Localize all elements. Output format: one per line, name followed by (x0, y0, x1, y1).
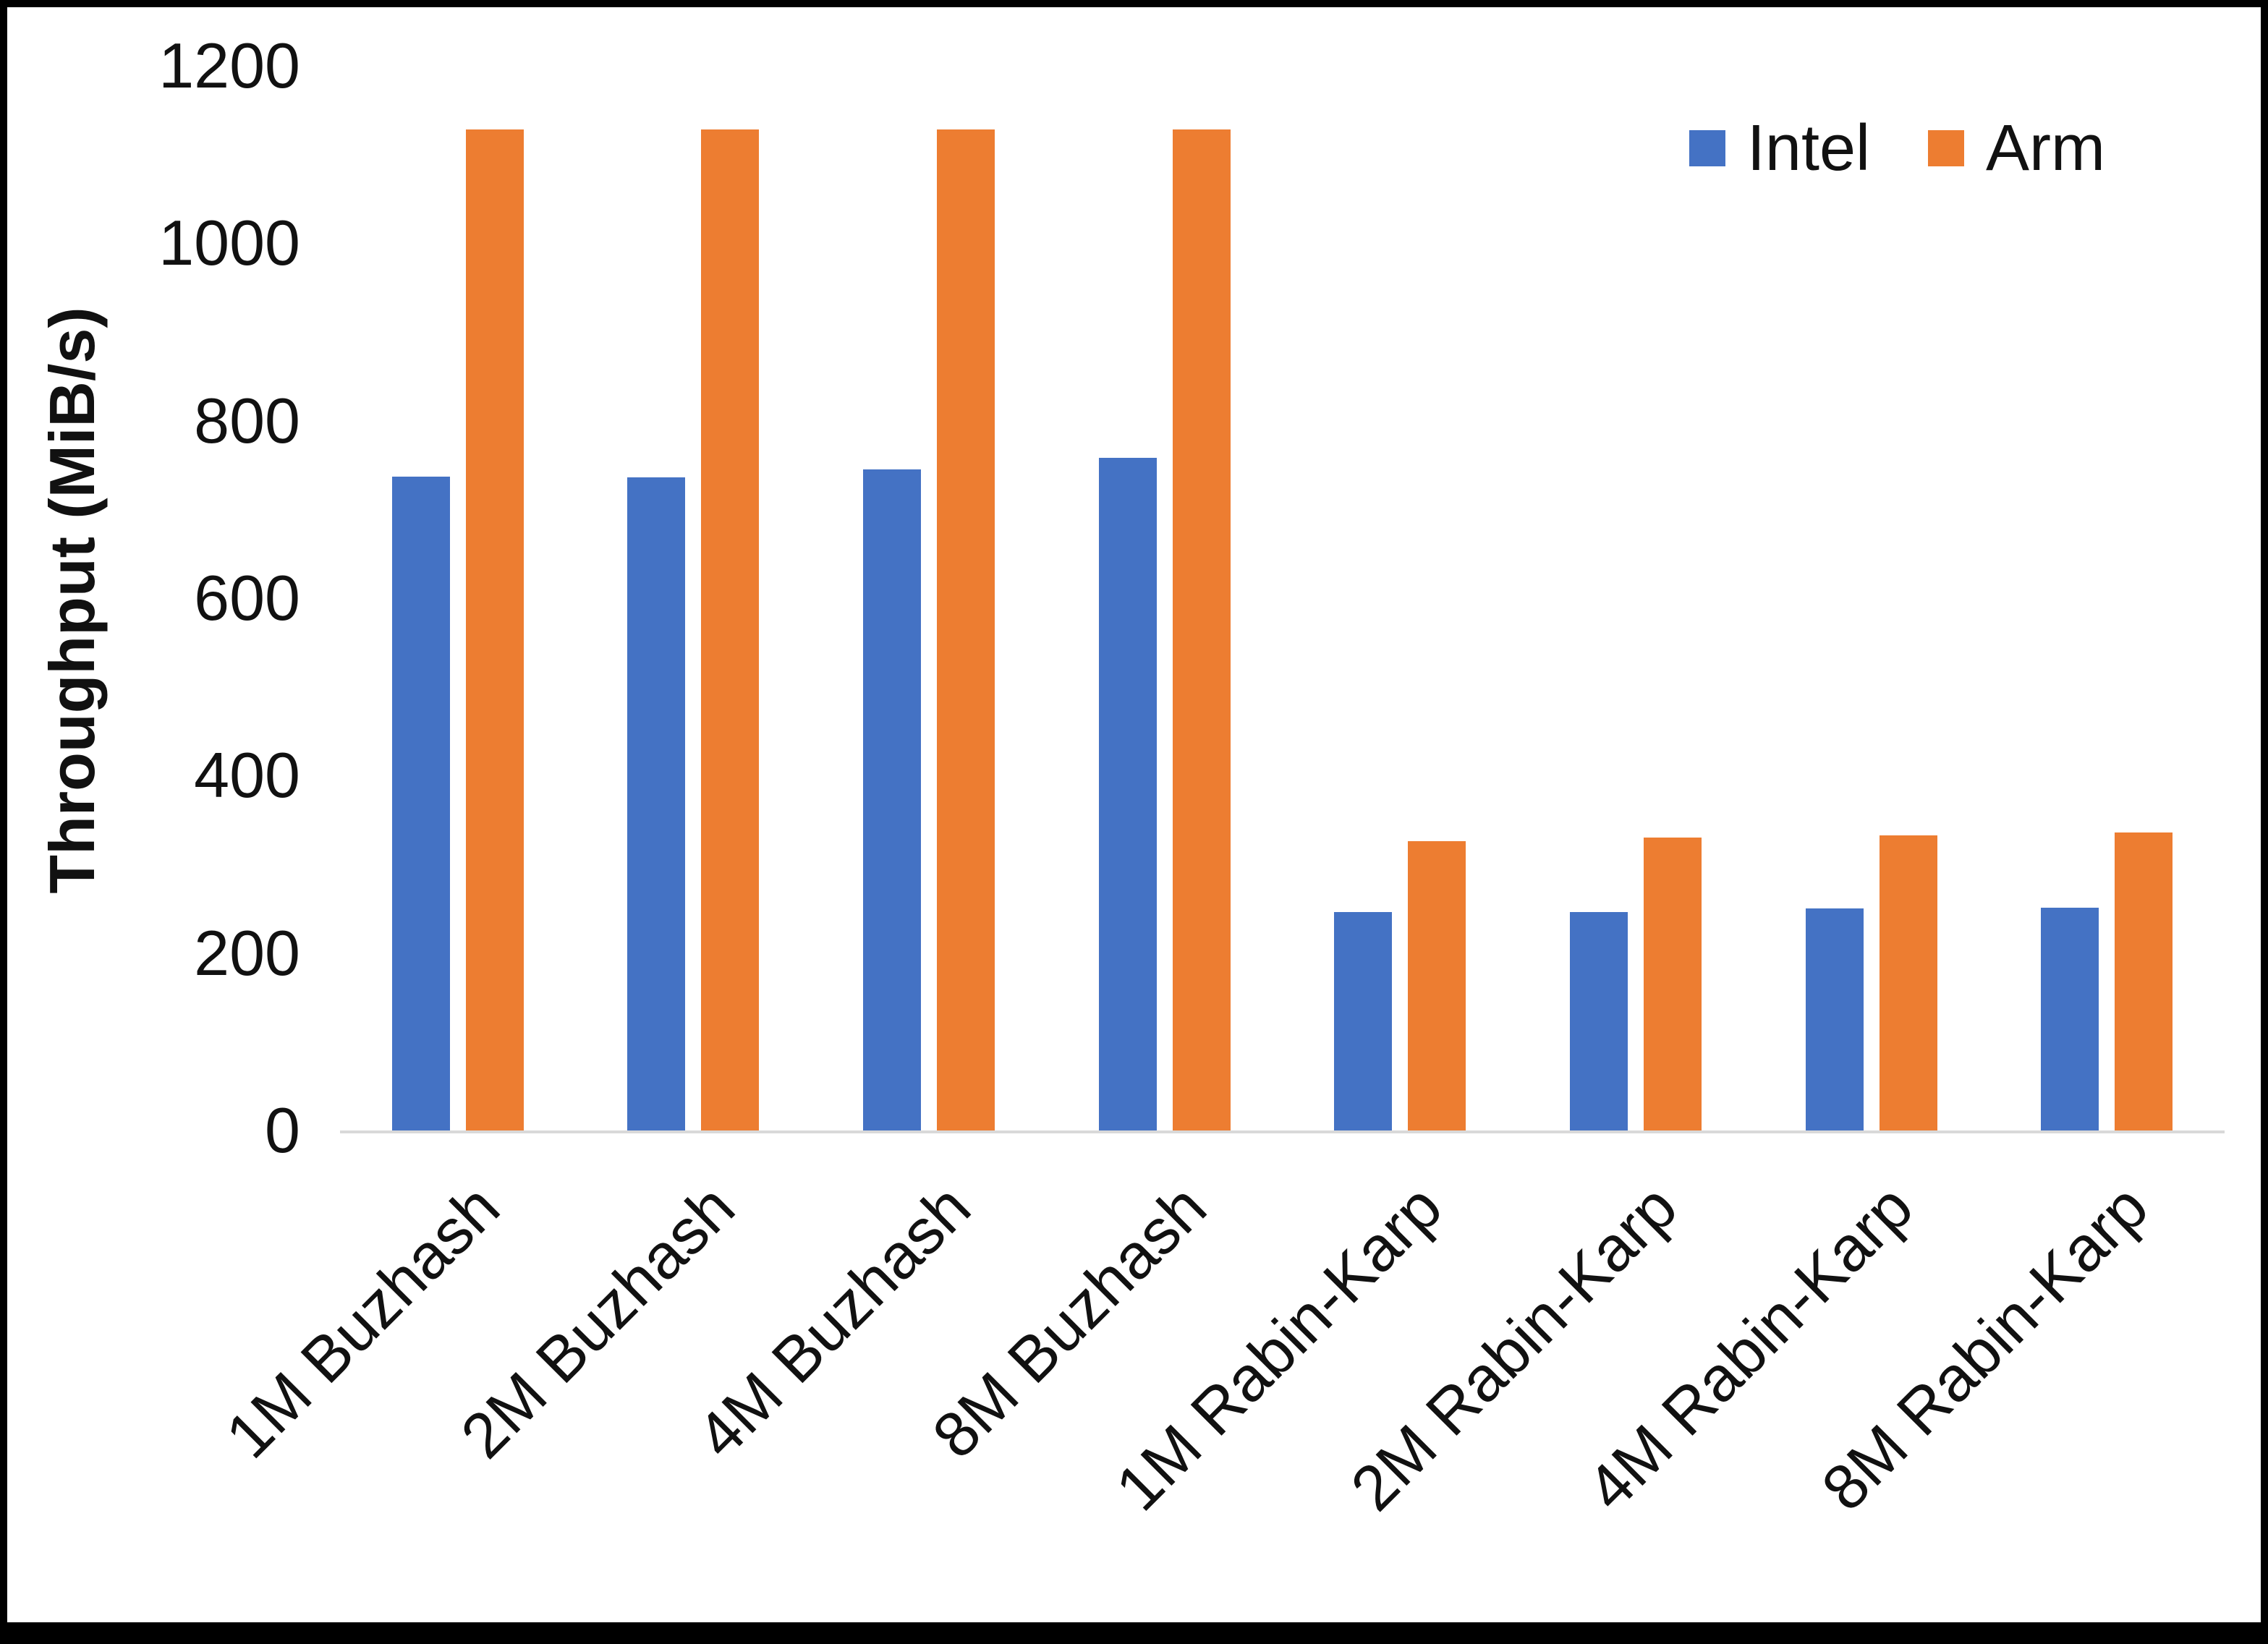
y-axis-tick-label: 600 (194, 562, 300, 634)
y-axis-tick-label: 1200 (158, 30, 300, 101)
bar-arm-1m-rabin-karp (1408, 841, 1466, 1130)
bar-arm-8m-rabin-karp (2115, 832, 2173, 1130)
y-axis-tick-label: 200 (194, 916, 300, 989)
bar-arm-1m-buzhash (465, 129, 524, 1130)
bar-intel-4m-buzhash (863, 469, 922, 1130)
y-axis-tick-label: 1000 (158, 207, 300, 279)
bar-arm-8m-buzhash (1172, 129, 1231, 1130)
legend-label: Intel (1746, 112, 1871, 184)
bar-intel-2m-buzhash (627, 477, 686, 1130)
bar-chart: Throughput (MiB/s) Intel Arm 0 200 400 600 80… (7, 7, 2261, 1622)
legend-label: Arm (1986, 112, 2105, 184)
legend: Intel Arm (1689, 116, 2105, 181)
bar-arm-4m-buzhash (937, 129, 995, 1130)
y-axis-tick-label: 0 (265, 1094, 300, 1166)
y-axis-tick-label: 800 (194, 384, 300, 456)
bar-arm-2m-buzhash (701, 129, 760, 1130)
bar-intel-1m-buzhash (391, 476, 450, 1130)
bar-intel-2m-rabin-karp (1569, 912, 1628, 1130)
x-axis-line (340, 1130, 2225, 1133)
bar-intel-4m-rabin-karp (1805, 908, 1864, 1130)
bar-arm-4m-rabin-karp (1879, 835, 1937, 1130)
bar-intel-8m-buzhash (1098, 458, 1157, 1130)
legend-swatch-icon (1928, 130, 1965, 166)
bar-intel-8m-rabin-karp (2041, 908, 2099, 1130)
legend-swatch-icon (1689, 130, 1725, 166)
legend-item-intel: Intel (1689, 116, 1870, 181)
legend-item-arm: Arm (1928, 116, 2105, 181)
y-axis-tick-label: 400 (194, 739, 300, 812)
bar-intel-1m-rabin-karp (1334, 912, 1393, 1130)
bar-arm-2m-rabin-karp (1643, 838, 1702, 1130)
